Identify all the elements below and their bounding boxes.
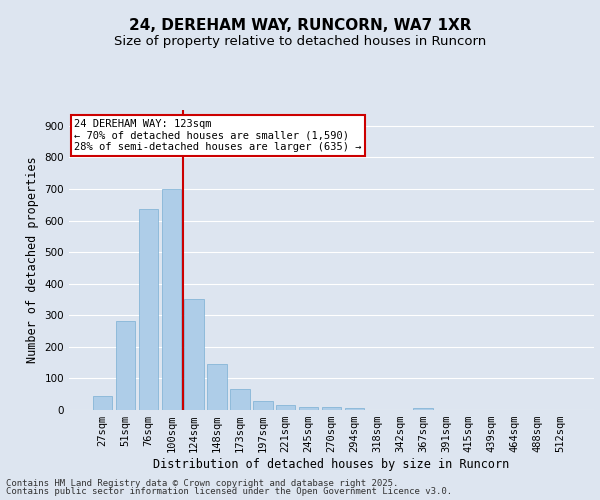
Text: Contains HM Land Registry data © Crown copyright and database right 2025.: Contains HM Land Registry data © Crown c… bbox=[6, 478, 398, 488]
X-axis label: Distribution of detached houses by size in Runcorn: Distribution of detached houses by size … bbox=[154, 458, 509, 471]
Text: Size of property relative to detached houses in Runcorn: Size of property relative to detached ho… bbox=[114, 35, 486, 48]
Bar bbox=[253, 401, 272, 410]
Text: Contains public sector information licensed under the Open Government Licence v3: Contains public sector information licen… bbox=[6, 488, 452, 496]
Bar bbox=[208, 364, 227, 410]
Bar bbox=[276, 405, 295, 410]
Bar bbox=[161, 189, 181, 410]
Bar bbox=[322, 407, 341, 410]
Bar bbox=[344, 408, 364, 410]
Bar bbox=[184, 300, 204, 410]
Bar bbox=[139, 210, 158, 410]
Text: 24, DEREHAM WAY, RUNCORN, WA7 1XR: 24, DEREHAM WAY, RUNCORN, WA7 1XR bbox=[129, 18, 471, 32]
Text: 24 DEREHAM WAY: 123sqm
← 70% of detached houses are smaller (1,590)
28% of semi-: 24 DEREHAM WAY: 123sqm ← 70% of detached… bbox=[74, 119, 362, 152]
Bar bbox=[413, 408, 433, 410]
Bar bbox=[299, 406, 319, 410]
Bar bbox=[93, 396, 112, 410]
Y-axis label: Number of detached properties: Number of detached properties bbox=[26, 156, 39, 364]
Bar bbox=[116, 320, 135, 410]
Bar bbox=[230, 388, 250, 410]
